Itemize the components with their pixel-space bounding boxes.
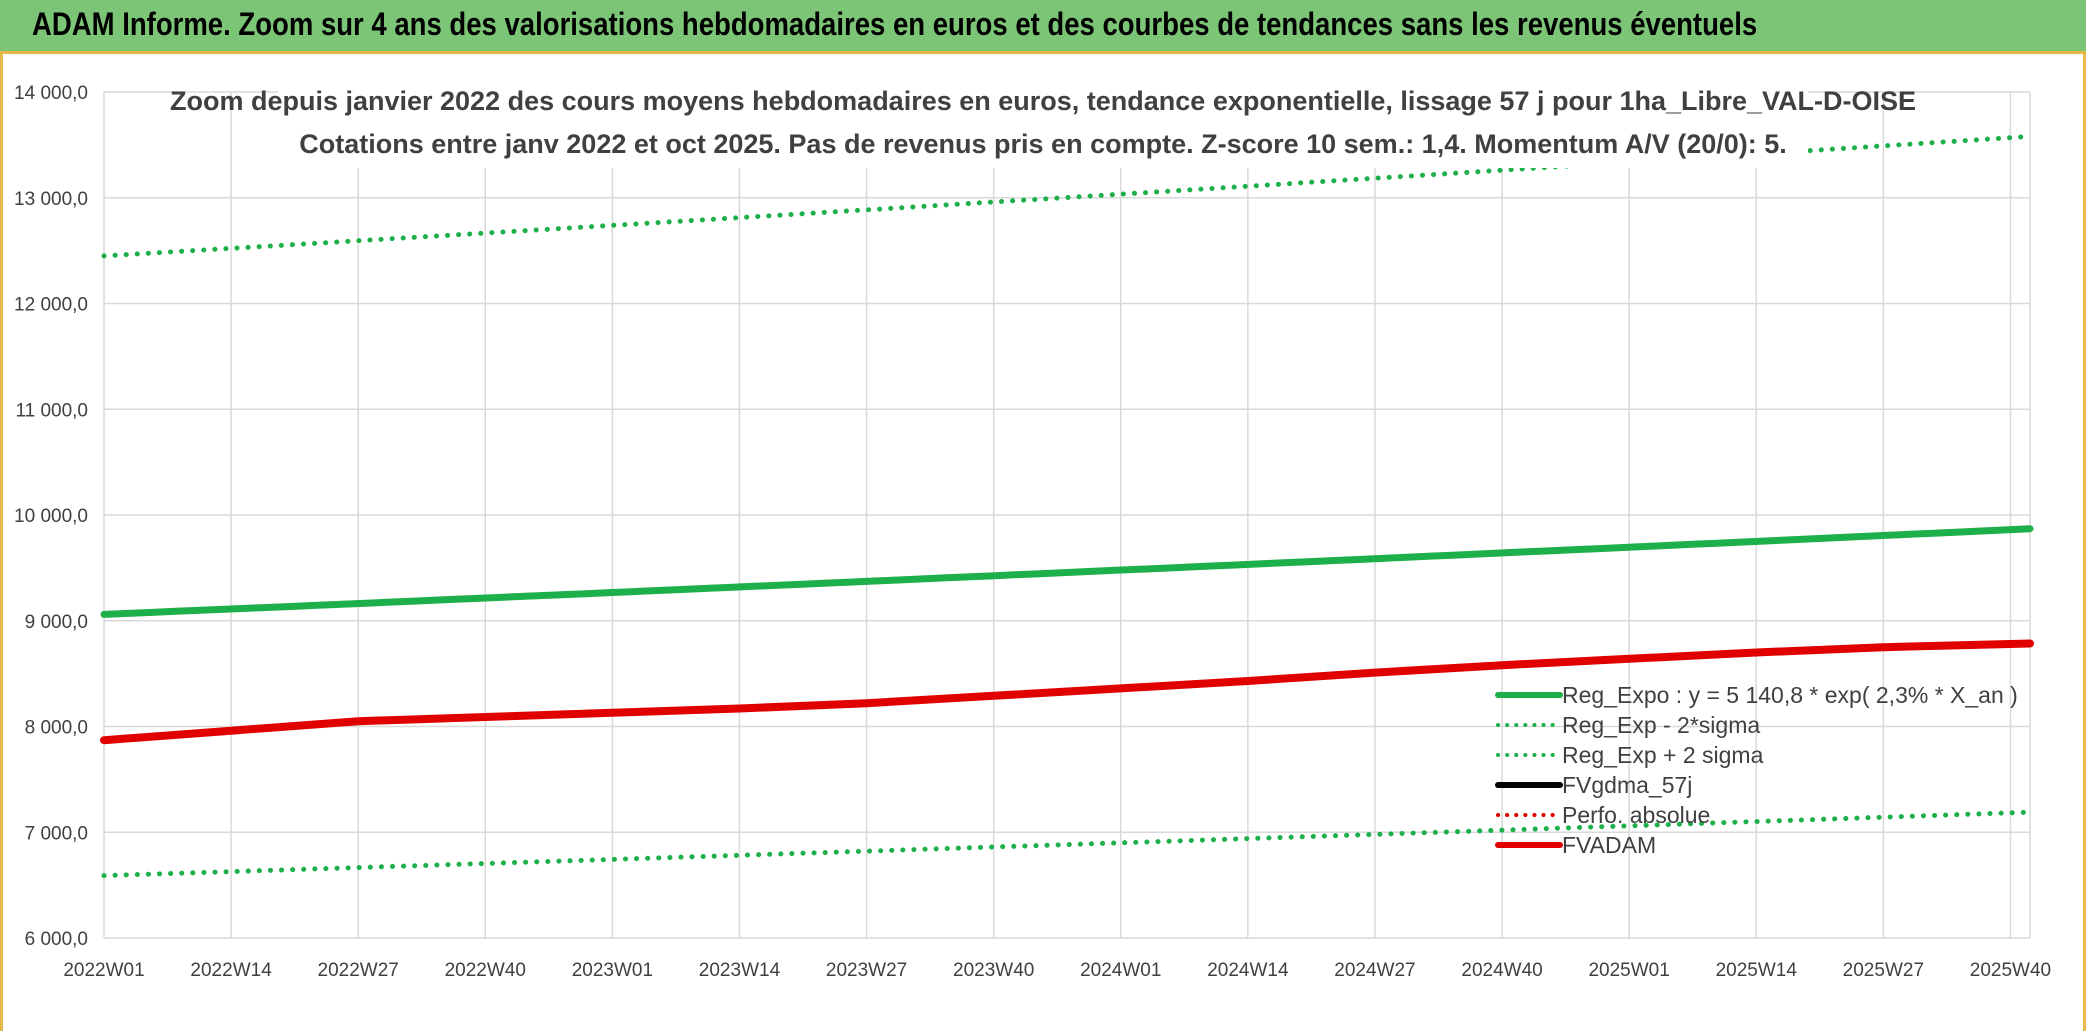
x-axis-ticks: 2022W01 2022W14 2022W27 2022W40 2023W01 2023W… [63,960,2051,981]
x-tick-label: 2023W40 [953,960,1034,981]
legend-entry: FVADAM [1495,832,1656,858]
banner-title: ADAM Informe. Zoom sur 4 ans des valoris… [32,6,1758,42]
y-tick-label: 13 000,0 [14,189,88,210]
x-tick-label: 2024W01 [1080,960,1161,981]
series-line-reg-expo-y-5-140-8-exp-2-3-x-an [100,525,2034,618]
x-tick-label: 2025W01 [1588,960,1669,981]
y-tick-label: 10 000,0 [14,506,88,527]
chart-title-block: Zoom depuis janvier 2022 des cours moyen… [170,80,1916,168]
legend-label: Perfo. absolue [1562,802,1710,828]
legend: Reg_Expo : y = 5 140,8 * exp( 2,3% * X_a… [1495,682,2018,858]
chart-title: Zoom depuis janvier 2022 des cours moyen… [170,86,1916,116]
y-axis-ticks: 6 000,0 7 000,0 8 000,0 9 000,0 10 000,0 11 0… [14,83,88,950]
legend-entry: Reg_Exp - 2*sigma [1496,712,1760,738]
legend-label: Reg_Exp - 2*sigma [1562,712,1760,738]
legend-label: Reg_Expo : y = 5 140,8 * exp( 2,3% * X_a… [1562,682,2018,708]
x-tick-label: 2022W27 [318,960,399,981]
x-tick-label: 2023W01 [572,960,653,981]
y-tick-label: 11 000,0 [15,400,88,421]
series-line-fvadam [100,639,2034,745]
report-banner: ADAM Informe. Zoom sur 4 ans des valoris… [0,0,2086,54]
x-tick-label: 2023W27 [826,960,907,981]
title-background [278,80,1808,168]
y-tick-label: 6 000,0 [25,929,88,950]
legend-entry: Reg_Expo : y = 5 140,8 * exp( 2,3% * X_a… [1495,682,2018,708]
x-tick-label: 2024W40 [1461,960,1542,981]
series-line-reg-exp-2-sigma [101,809,2033,879]
y-tick-label: 8 000,0 [25,718,88,739]
x-tick-label: 2023W14 [699,960,781,981]
x-tick-label: 2025W40 [1970,960,2051,981]
x-tick-label: 2024W27 [1334,960,1415,981]
x-tick-label: 2025W14 [1716,960,1798,981]
legend-entry: Reg_Exp + 2 sigma [1496,742,1764,768]
y-tick-label: 9 000,0 [25,612,88,633]
legend-label: FVgdma_57j [1562,772,1692,798]
x-tick-label: 2022W40 [445,960,526,981]
grid [103,91,2031,939]
legend-entry: Perfo. absolue [1496,802,1710,828]
y-tick-label: 12 000,0 [14,295,88,316]
x-tick-label: 2022W01 [63,960,144,981]
y-tick-label: 14 000,0 [14,83,88,104]
x-tick-label: 2025W27 [1843,960,1924,981]
legend-entry: FVgdma_57j [1495,772,1692,798]
legend-label: FVADAM [1562,832,1656,858]
chart-subtitle: Cotations entre janv 2022 et oct 2025. P… [299,129,1787,159]
x-tick-label: 2022W14 [190,960,272,981]
legend-label: Reg_Exp + 2 sigma [1562,742,1764,768]
y-tick-label: 7 000,0 [25,823,88,844]
x-tick-label: 2024W14 [1207,960,1289,981]
